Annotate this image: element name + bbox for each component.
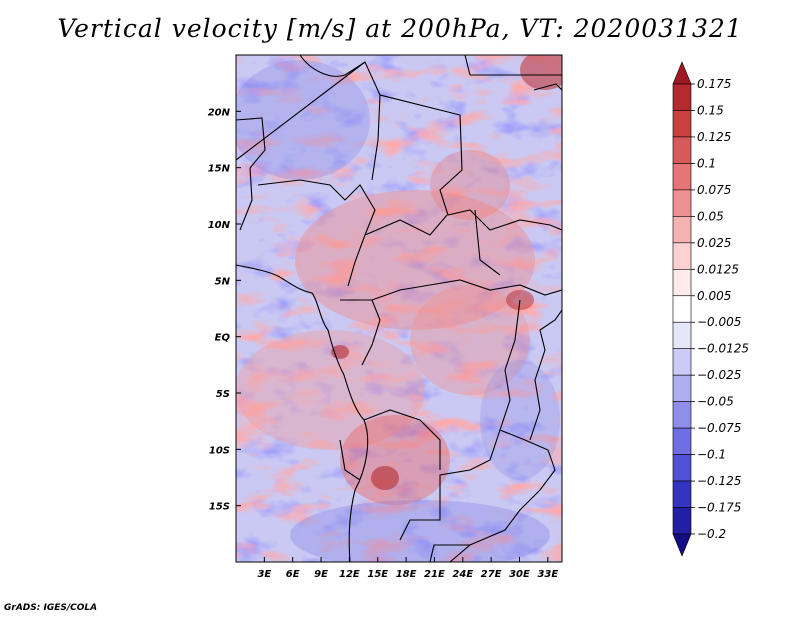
lat-label: 10N <box>208 220 231 231</box>
lat-label: 20N <box>208 107 231 118</box>
lat-label: 5N <box>215 276 231 287</box>
lon-label: 15E <box>367 569 388 580</box>
colorbar-bin <box>672 295 692 323</box>
colorbar-label: 0.005 <box>697 289 731 303</box>
colorbar-bin <box>672 110 692 138</box>
colorbar-bin <box>672 268 692 297</box>
colorbar-label: −0.075 <box>697 421 741 435</box>
lon-label: 27E <box>481 569 502 580</box>
latitude-labels: 20N 15N 10N 5N EQ 5S 10S 15S <box>208 107 231 512</box>
lat-label: 15S <box>209 502 230 513</box>
lon-label: 12E <box>339 569 360 580</box>
colorbar-bin <box>672 61 692 85</box>
colorbar-label: 0.175 <box>697 77 731 91</box>
lon-label: 3E <box>257 569 271 580</box>
colorbar-label: 0.025 <box>697 236 731 250</box>
country-borders <box>236 55 562 562</box>
colorbar-bin <box>672 533 692 557</box>
colorbar-bin <box>672 83 692 111</box>
colorbar-label: 0.1 <box>697 156 716 170</box>
colorbar-bin <box>672 242 692 270</box>
lon-label: 30E <box>509 569 530 580</box>
colorbar-bin <box>672 189 692 217</box>
colorbar-label: 0.15 <box>697 103 724 117</box>
grads-credit: GrADS: IGES/COLA <box>4 603 98 613</box>
colorbar-bin <box>672 136 692 164</box>
colorbar-label: 0.075 <box>697 183 731 197</box>
lon-label: 21E <box>424 569 445 580</box>
colorbar-label: −0.005 <box>697 315 741 329</box>
colorbar-bin <box>672 321 692 350</box>
colorbar-label: −0.2 <box>697 527 726 541</box>
colorbar-bin <box>672 507 692 535</box>
colorbar-bin <box>672 454 692 482</box>
lat-label: EQ <box>215 333 231 344</box>
colorbar-label: 0.125 <box>697 130 731 144</box>
plot-frame <box>235 54 563 563</box>
lon-label: 33E <box>537 569 558 580</box>
lat-label: 10S <box>209 445 230 456</box>
colorbar-label: −0.05 <box>697 395 734 409</box>
lon-label: 9E <box>314 569 328 580</box>
colorbar-bin <box>672 480 692 508</box>
colorbar-bin <box>672 401 692 429</box>
colorbar-bin <box>672 374 692 402</box>
colorbar-label: −0.0125 <box>697 342 749 356</box>
lat-label: 5S <box>216 389 230 400</box>
colorbar-label: 0.0125 <box>697 262 739 276</box>
colorbar-label: −0.025 <box>697 368 741 382</box>
lon-label: 24E <box>452 569 473 580</box>
colorbar-label: 0.05 <box>697 209 724 223</box>
map-title: Vertical velocity [m/s] at 200hPa, VT: 2… <box>57 14 743 43</box>
colorbar-bin <box>672 216 692 244</box>
map-axes <box>235 54 563 563</box>
velocity-field <box>236 55 562 562</box>
colorbar-bin <box>672 427 692 455</box>
colorbar-label: −0.175 <box>697 501 741 515</box>
colorbar-bin <box>672 348 692 376</box>
longitude-labels: 3E 6E 9E 12E 15E 18E 21E 24E 27E 30E 33E <box>257 569 558 580</box>
colorbar-label: −0.125 <box>697 474 741 488</box>
lat-label: 15N <box>208 164 231 175</box>
colorbar: 0.175 0.15 0.125 0.1 0.075 0.05 0.025 0.0125 0.0… <box>672 61 749 557</box>
lon-label: 18E <box>396 569 417 580</box>
colorbar-bin <box>672 163 692 191</box>
lon-label: 6E <box>286 569 300 580</box>
colorbar-label: −0.1 <box>697 448 726 462</box>
